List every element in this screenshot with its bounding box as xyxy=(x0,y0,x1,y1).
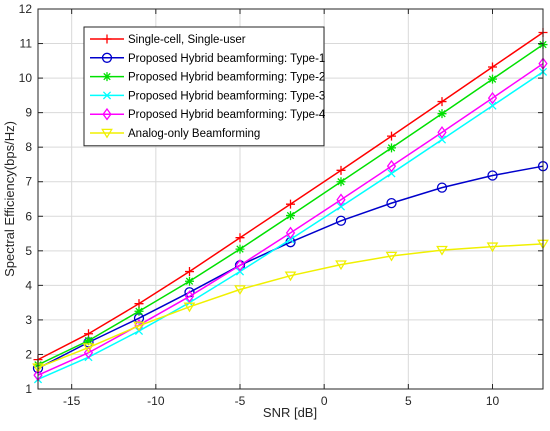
marker-triangle xyxy=(436,245,448,256)
legend: Single-cell, Single-user Proposed Hybrid … xyxy=(83,26,326,147)
series-layer xyxy=(32,27,549,384)
y-tick-label: 6 xyxy=(25,209,32,223)
marker-star xyxy=(235,244,245,254)
marker-circle xyxy=(436,182,448,193)
y-tick-label: 9 xyxy=(25,106,32,120)
marker-plus xyxy=(437,97,447,107)
marker-circle xyxy=(386,197,397,209)
marker-plus xyxy=(336,165,346,175)
legend-entry: Single-cell, Single-user xyxy=(90,34,246,46)
marker-triangle xyxy=(385,251,398,262)
marker-x xyxy=(437,135,447,144)
marker-x xyxy=(102,91,112,100)
x-tick-label: -5 xyxy=(235,394,246,408)
legend-entry: Proposed Hybrid beamforming: Type-4 xyxy=(90,107,326,121)
y-tick-label: 5 xyxy=(25,244,32,258)
marker-triangle xyxy=(101,128,113,139)
series-line xyxy=(37,165,544,369)
y-tick-label: 2 xyxy=(25,347,32,361)
marker-star xyxy=(336,177,346,187)
marker-diamond xyxy=(386,159,397,173)
marker-plus xyxy=(286,199,295,209)
marker-diamond xyxy=(487,91,498,105)
marker-triangle xyxy=(284,271,297,282)
legend-entry: Proposed Hybrid beamforming: Type-3 xyxy=(90,90,325,102)
y-tick-label: 7 xyxy=(25,175,32,189)
legend-label: Analog-only Beamforming xyxy=(128,128,260,140)
marker-diamond xyxy=(285,226,296,240)
marker-plus xyxy=(235,233,245,243)
marker-diamond xyxy=(184,290,195,303)
marker-triangle xyxy=(133,321,145,332)
x-tick-label: -15 xyxy=(63,394,81,408)
marker-triangle xyxy=(486,242,499,253)
legend-label: Single-cell, Single-user xyxy=(128,34,246,46)
y-tick-label: 11 xyxy=(20,37,33,51)
y-tick-label: 10 xyxy=(19,71,33,85)
marker-diamond xyxy=(235,259,245,272)
marker-triangle xyxy=(234,285,246,296)
marker-circle xyxy=(487,170,498,181)
marker-diamond xyxy=(336,193,346,206)
marker-triangle xyxy=(82,343,95,354)
y-tick-label: 3 xyxy=(25,313,32,327)
marker-x xyxy=(286,235,295,244)
marker-plus xyxy=(102,34,112,44)
plot-frame xyxy=(37,8,544,390)
marker-plus xyxy=(134,299,144,309)
legend-entry: Proposed Hybrid beamforming: Type-2 xyxy=(90,72,325,84)
marker-star xyxy=(437,109,447,119)
legend-entry: Proposed Hybrid beamforming: Type-1 xyxy=(90,52,325,65)
marker-star xyxy=(84,336,93,346)
series-6 xyxy=(32,239,549,374)
marker-star xyxy=(387,143,396,153)
legend-label: Proposed Hybrid beamforming: Type-4 xyxy=(128,109,326,121)
legend-label: Proposed Hybrid beamforming: Type-1 xyxy=(128,53,325,65)
y-axis-title: Spectral Efficiency(bps/Hz) xyxy=(2,121,17,277)
marker-x xyxy=(387,169,396,178)
x-tick-label: 0 xyxy=(321,394,328,408)
marker-plus xyxy=(488,62,497,72)
y-tick-label: 4 xyxy=(25,278,32,292)
x-tick-label: -10 xyxy=(147,394,165,408)
marker-triangle xyxy=(183,302,196,313)
x-tick-label: 10 xyxy=(486,394,500,408)
marker-circle xyxy=(335,215,347,226)
marker-star xyxy=(185,276,194,286)
series-line xyxy=(37,243,544,369)
marker-plus xyxy=(387,131,396,141)
marker-circle xyxy=(101,52,113,63)
marker-plus xyxy=(185,267,194,277)
marker-x xyxy=(488,101,497,110)
legend-box xyxy=(83,26,325,147)
marker-diamond xyxy=(83,346,94,359)
marker-star xyxy=(286,211,295,221)
marker-star xyxy=(488,74,497,84)
series-4 xyxy=(33,67,548,384)
marker-star xyxy=(134,306,144,316)
x-tick-label: 5 xyxy=(405,394,412,408)
y-tick-label: 12 xyxy=(19,2,33,16)
marker-star xyxy=(102,72,112,82)
y-tick-label: 8 xyxy=(25,140,32,154)
marker-diamond xyxy=(437,126,447,139)
y-tick-label: 1 xyxy=(25,382,32,396)
marker-triangle xyxy=(335,260,347,271)
marker-diamond xyxy=(102,107,112,121)
marker-x xyxy=(336,202,346,211)
series-line xyxy=(37,62,544,376)
legend-label: Proposed Hybrid beamforming: Type-3 xyxy=(128,90,325,102)
x-axis-title: SNR [dB] xyxy=(263,405,317,420)
legend-entry: Analog-only Beamforming xyxy=(90,128,260,140)
legend-label: Proposed Hybrid beamforming: Type-2 xyxy=(128,72,325,84)
